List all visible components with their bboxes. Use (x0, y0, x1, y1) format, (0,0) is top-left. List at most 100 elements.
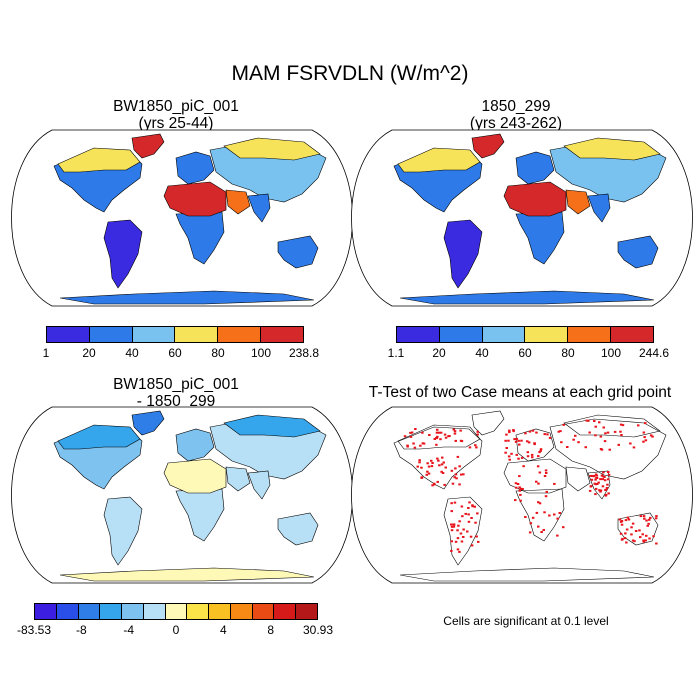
significant-cell (510, 452, 513, 455)
significant-cell (467, 520, 471, 523)
significant-cell (637, 424, 640, 427)
significant-cell (433, 438, 436, 440)
coastline-antarctica (399, 567, 655, 582)
significant-cell (427, 472, 431, 475)
significant-cell (592, 475, 596, 477)
significant-cell (459, 532, 463, 535)
significant-cell (440, 470, 443, 473)
significant-cell (538, 451, 541, 454)
significant-cell (603, 479, 607, 482)
colorbar-bottom-left: -83.53 -8 -4 0 4 8 30.93 (17, 603, 333, 637)
significant-cell (505, 433, 508, 436)
significant-cell (638, 529, 641, 532)
significant-cell (545, 490, 548, 493)
significant-cell (518, 486, 521, 489)
colorbar-box (252, 604, 275, 619)
map-region-canada-north (397, 147, 481, 173)
panel-title-bottom-right: T-Test of two Case means at each grid po… (368, 384, 672, 401)
significant-cell (601, 478, 604, 481)
colorbar-box (568, 327, 612, 342)
significant-cell (654, 517, 658, 520)
significant-cell (556, 534, 559, 537)
significant-cell (437, 431, 441, 434)
significant-cell (627, 518, 631, 521)
map-panel-top-right (351, 129, 693, 307)
colorbar-tick-label: 30.93 (302, 623, 334, 637)
significant-cell (539, 448, 543, 451)
significant-cell (594, 478, 597, 481)
significant-cell (467, 513, 470, 516)
map-region-australia (277, 235, 319, 269)
significant-cell (595, 474, 599, 477)
significant-cell (418, 459, 421, 462)
significant-cell (639, 515, 643, 518)
significant-cell (519, 493, 522, 496)
map-region-siberia (563, 137, 661, 161)
colorbar-box (47, 327, 90, 342)
significant-cell (517, 457, 520, 460)
significant-cell (528, 531, 532, 534)
map-region-europe (515, 151, 555, 185)
significant-cell (515, 453, 518, 456)
significant-cell (540, 531, 543, 533)
significant-cell (526, 451, 530, 454)
significant-cell (451, 482, 455, 485)
significant-cell (602, 426, 605, 429)
significant-cell (588, 431, 591, 434)
significant-cell (562, 423, 565, 426)
significant-cell (608, 448, 611, 451)
significant-cell (639, 536, 642, 539)
significant-cell (589, 485, 593, 488)
significant-cell (458, 465, 461, 468)
significant-cell (403, 435, 407, 438)
significant-cell (418, 461, 421, 464)
significant-cell (518, 443, 521, 446)
significant-cell (460, 540, 464, 543)
significant-cell (421, 442, 425, 445)
panel-title-line2: (yrs 25-44) (138, 115, 214, 132)
significant-cell (587, 419, 590, 422)
colorbar-top-left: 1 20 40 60 80 100 238.8 (43, 326, 319, 360)
significant-cell (543, 511, 546, 514)
significant-cell (531, 456, 534, 459)
significant-cell (450, 525, 454, 528)
significant-cell (533, 443, 536, 446)
significant-cell (560, 441, 563, 444)
significant-cell (512, 430, 515, 433)
significant-cell (599, 478, 602, 481)
significant-cell (537, 455, 540, 458)
coastline-australia (617, 512, 659, 546)
colorbar-tick-label: 40 (475, 346, 489, 360)
significant-cell (476, 430, 479, 433)
map-region-arabia (225, 466, 251, 492)
colorbar-box (274, 604, 297, 619)
significant-cell (619, 430, 622, 433)
significant-cell (453, 476, 456, 479)
coastline-africa-south (515, 488, 565, 542)
colorbar-box (132, 327, 176, 342)
significant-cell (471, 505, 474, 508)
significant-cell (625, 528, 629, 531)
map-region-antarctica (59, 567, 315, 582)
significant-cell (507, 439, 510, 442)
map-region-europe (175, 151, 215, 185)
significant-cell (439, 431, 443, 434)
significant-cell (544, 469, 548, 472)
map-region-india (587, 193, 611, 223)
significant-cell (537, 501, 540, 504)
significant-cell (577, 441, 580, 444)
significant-cell (409, 431, 412, 434)
map-region-greenland (131, 410, 165, 436)
significant-cell (632, 446, 636, 449)
map-region-sahara (163, 181, 227, 217)
significant-cell (516, 483, 520, 485)
colorbar-box (165, 604, 188, 619)
significant-cell (621, 424, 625, 427)
significant-cell (607, 492, 610, 495)
significant-cell (553, 513, 556, 516)
significant-cell (462, 473, 465, 476)
significant-cell (441, 456, 444, 459)
colorbar-boxes (396, 326, 654, 343)
panel-title-line1: 1850_299 (481, 98, 551, 115)
colorbar-box (230, 604, 253, 619)
